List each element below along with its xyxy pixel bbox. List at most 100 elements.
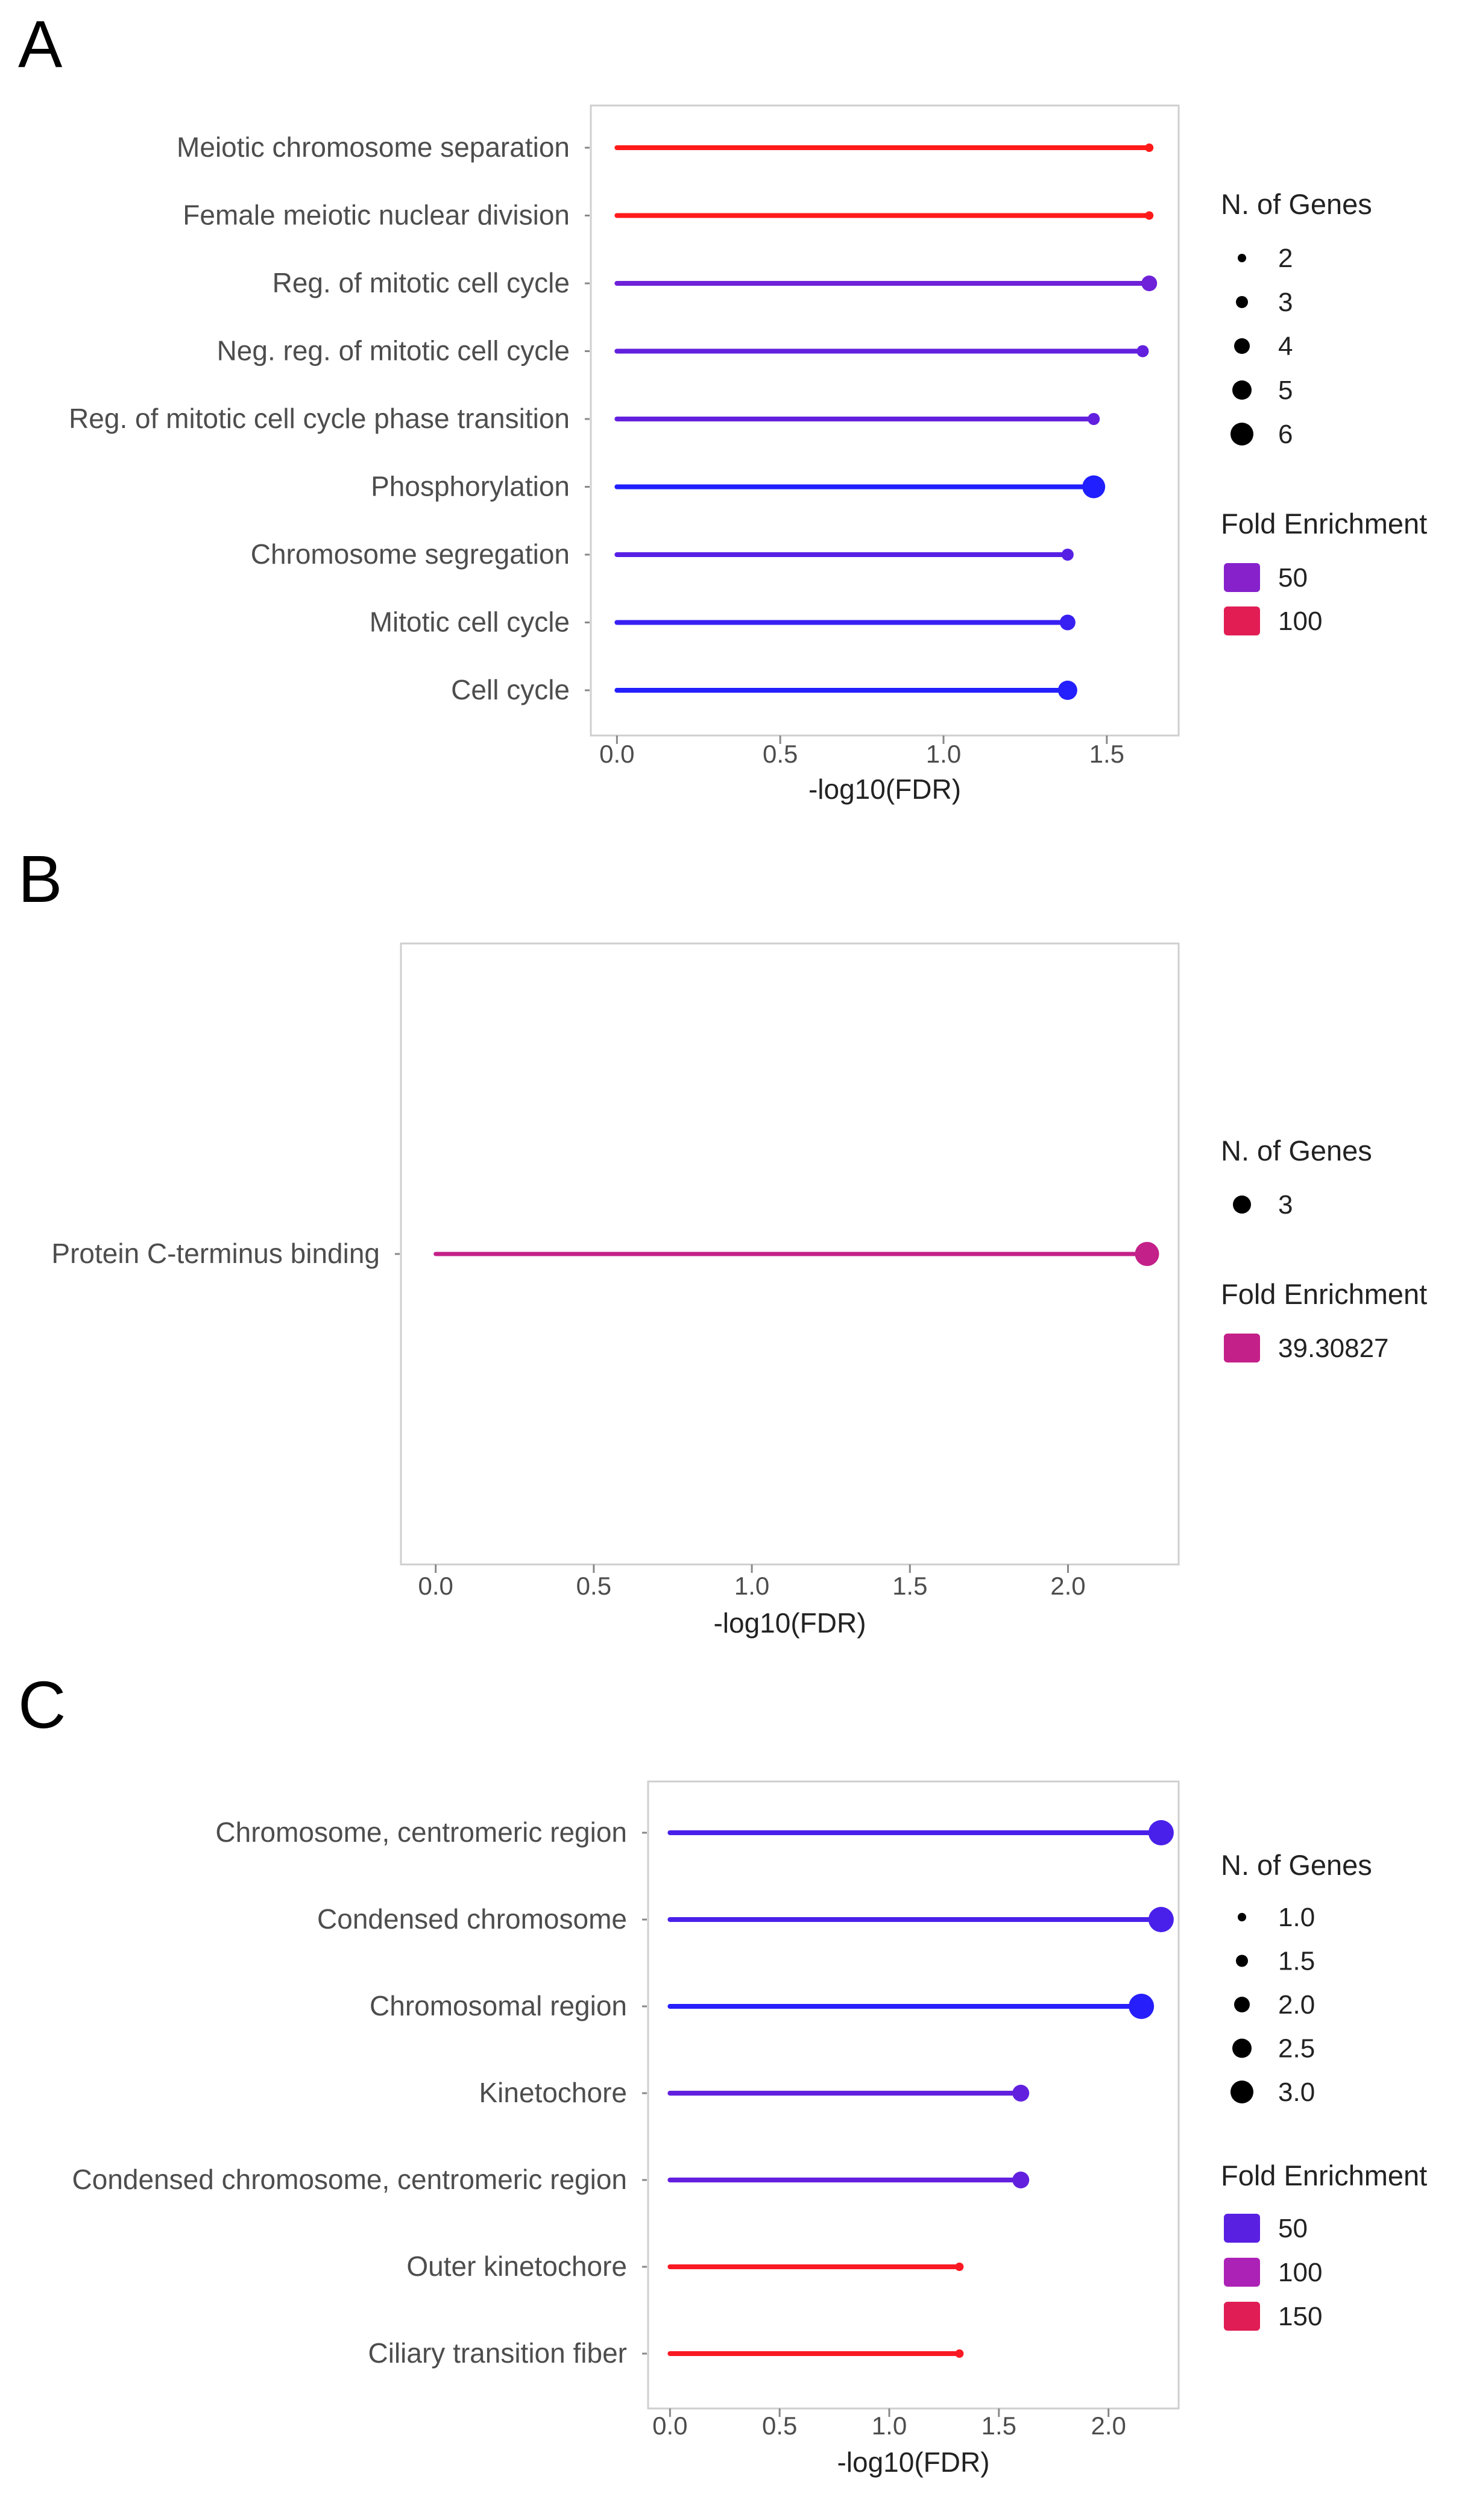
size-legend-dot: [1234, 338, 1250, 354]
size-legend-label: 2.0: [1278, 1990, 1315, 2020]
size-legend-dot: [1230, 423, 1253, 446]
category-label: Protein C-terminus binding: [51, 1238, 380, 1269]
category-label: Mitotic cell cycle: [370, 606, 570, 638]
color-legend-swatch: [1224, 2302, 1260, 2331]
color-legend-swatch: [1224, 2214, 1260, 2243]
lollipop-point: [1145, 211, 1154, 220]
lollipop-chart-c: 0.0 0.5 1.0 1.5 2.0 -log10(FDR) Chromosome, ce…: [72, 1780, 1427, 2478]
category-label: Neg. reg. of mitotic cell cycle: [217, 335, 570, 367]
color-legend-label: 50: [1278, 563, 1308, 593]
color-legend-title: Fold Enrichment: [1221, 2159, 1427, 2191]
lollipop-point: [1057, 681, 1077, 700]
category-label: Chromosome, centromeric region: [215, 1816, 627, 1848]
size-legend-dot: [1232, 2038, 1252, 2058]
x-tick-label: 2.0: [1050, 1572, 1085, 1600]
size-legend-dot: [1234, 1997, 1250, 2012]
color-legend-title: Fold Enrichment: [1221, 508, 1427, 540]
lollipop-point: [1088, 413, 1100, 425]
size-legend-dot: [1236, 1955, 1248, 1967]
x-tick-label: 0.5: [576, 1572, 611, 1600]
x-tick-label: 0.0: [652, 2411, 687, 2440]
panel-letter-c: C: [18, 1668, 66, 1742]
lollipop-point: [1136, 345, 1149, 358]
plot-frame: [590, 104, 1180, 737]
category-label: Outer kinetochore: [406, 2251, 627, 2282]
lollipop-point: [1012, 2085, 1030, 2102]
size-legend-title: N. of Genes: [1221, 1849, 1372, 1881]
lollipop-point: [1059, 614, 1076, 631]
x-axis-title: -log10(FDR): [713, 1607, 866, 1639]
size-legend-label: 3: [1278, 288, 1293, 317]
x-tick-label: 1.5: [981, 2411, 1016, 2440]
x-tick-label: 0.5: [762, 2411, 797, 2440]
size-legend-dot: [1238, 254, 1246, 262]
size-legend-label: 3: [1278, 1190, 1293, 1220]
size-legend-title: N. of Genes: [1221, 188, 1372, 220]
color-legend-label: 39.30827: [1278, 1334, 1389, 1363]
category-label: Meiotic chromosome separation: [177, 131, 570, 163]
category-label: Ciliary transition fiber: [368, 2337, 627, 2369]
size-legend-label: 2.5: [1278, 2034, 1315, 2064]
x-tick-label: 1.0: [734, 1572, 769, 1600]
lollipop-point: [1148, 1907, 1174, 1932]
size-legend-label: 1.5: [1278, 1947, 1315, 1976]
lollipop-point: [1082, 475, 1106, 499]
x-tick-label: 2.0: [1091, 2411, 1126, 2440]
category-label: Phosphorylation: [371, 471, 570, 502]
lollipop-chart-b: 0.0 0.5 1.0 1.5 2.0 -log10(FDR) Protein C-term…: [51, 942, 1427, 1639]
lollipop-point: [1061, 549, 1074, 561]
size-legend-label: 4: [1278, 332, 1293, 361]
size-legend-title: N. of Genes: [1221, 1135, 1372, 1167]
color-legend-swatch: [1224, 2258, 1260, 2287]
lollipop-point: [955, 2263, 964, 2271]
x-tick-label: 0.0: [418, 1572, 453, 1600]
lollipop-point: [955, 2349, 964, 2358]
lollipop-point: [1012, 2172, 1030, 2188]
x-tick-label: 0.5: [763, 740, 798, 768]
category-label: Cell cycle: [451, 674, 570, 705]
lollipop-point: [1148, 1820, 1174, 1845]
category-label: Condensed chromosome: [317, 1903, 627, 1935]
lollipop-point: [1141, 276, 1158, 291]
x-axis-title: -log10(FDR): [808, 773, 961, 805]
size-legend-dot: [1236, 296, 1248, 308]
size-legend-label: 3.0: [1278, 2077, 1315, 2107]
size-legend-label: 1.0: [1278, 1903, 1315, 1932]
lollipop-point: [1129, 1994, 1155, 2019]
color-legend-swatch: [1224, 606, 1260, 635]
lollipop-point: [1145, 143, 1154, 152]
color-legend-label: 150: [1278, 2302, 1322, 2331]
color-legend-swatch: [1224, 1334, 1260, 1362]
x-tick-label: 1.5: [1089, 740, 1124, 768]
x-tick-label: 0.0: [599, 740, 634, 768]
x-tick-label: 1.5: [892, 1572, 927, 1600]
color-legend-swatch: [1224, 563, 1260, 592]
color-legend-label: 50: [1278, 2214, 1308, 2243]
size-legend-dot: [1233, 1195, 1251, 1214]
color-legend-label: 100: [1278, 2258, 1322, 2287]
category-label: Kinetochore: [479, 2077, 628, 2108]
category-label: Chromosomal region: [370, 1990, 627, 2021]
x-tick-label: 1.0: [872, 2411, 907, 2440]
panel-letter-b: B: [18, 842, 63, 916]
category-label: Condensed chromosome, centromeric region: [72, 2164, 627, 2195]
size-legend-label: 6: [1278, 420, 1293, 449]
color-legend-title: Fold Enrichment: [1221, 1278, 1427, 1310]
color-legend-label: 100: [1278, 606, 1322, 636]
size-legend-dot: [1232, 380, 1252, 400]
category-label: Reg. of mitotic cell cycle phase transit…: [69, 403, 570, 434]
size-legend-label: 5: [1278, 376, 1293, 405]
plot-frame: [400, 942, 1180, 1566]
lollipop-point: [1135, 1242, 1159, 1266]
category-label: Chromosome segregation: [251, 538, 570, 570]
x-axis-title: -log10(FDR): [837, 2446, 989, 2478]
category-label: Female meiotic nuclear division: [183, 200, 570, 231]
category-label: Reg. of mitotic cell cycle: [273, 267, 570, 298]
panel-letter-a: A: [18, 7, 63, 81]
size-legend-dot: [1238, 1913, 1246, 1921]
x-tick-label: 1.0: [926, 740, 961, 768]
size-legend-dot: [1230, 2081, 1253, 2103]
plot-frame: [647, 1780, 1180, 2410]
size-legend-label: 2: [1278, 244, 1293, 273]
lollipop-chart-a: 0.0 0.5 1.0 1.5 -log10(FDR) Meiotic chromosom…: [69, 104, 1427, 805]
